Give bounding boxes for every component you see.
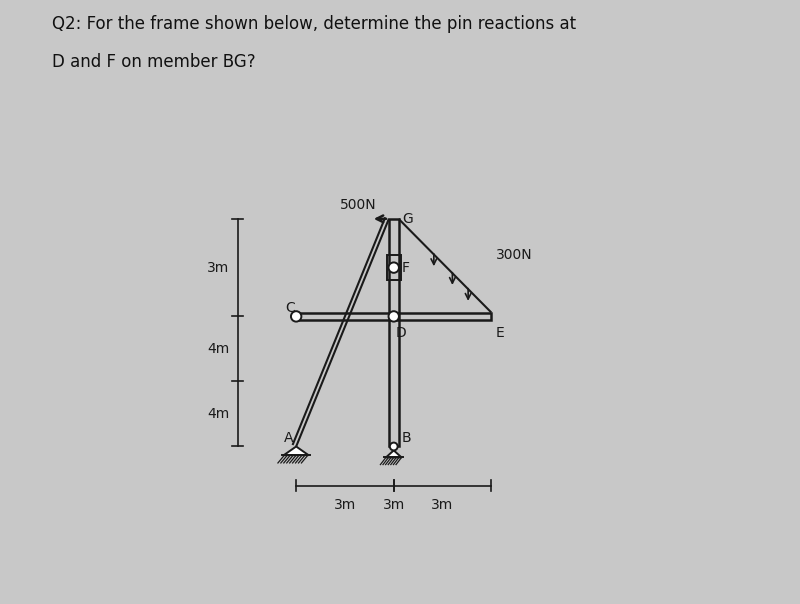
Text: C: C	[285, 301, 294, 315]
Polygon shape	[386, 451, 402, 457]
Text: A: A	[283, 431, 293, 445]
Text: 3m: 3m	[334, 498, 356, 512]
Text: F: F	[402, 260, 410, 275]
Polygon shape	[284, 446, 309, 455]
Text: 4m: 4m	[207, 342, 230, 356]
Bar	[387, 255, 401, 280]
Text: 300N: 300N	[496, 248, 533, 262]
Circle shape	[390, 443, 398, 451]
Text: D: D	[395, 326, 406, 340]
Text: E: E	[495, 326, 504, 340]
Text: G: G	[402, 212, 413, 226]
Text: Q2: For the frame shown below, determine the pin reactions at: Q2: For the frame shown below, determine…	[52, 15, 576, 33]
Text: 3m: 3m	[382, 498, 405, 512]
Bar	[389, 219, 398, 446]
Circle shape	[291, 311, 302, 321]
Circle shape	[389, 262, 399, 273]
Text: 3m: 3m	[431, 498, 454, 512]
Text: 500N: 500N	[340, 198, 377, 211]
Text: B: B	[402, 431, 411, 445]
Text: 3m: 3m	[207, 260, 230, 275]
Bar	[296, 312, 491, 320]
Text: D and F on member BG?: D and F on member BG?	[52, 53, 256, 71]
Circle shape	[389, 311, 399, 321]
Text: 4m: 4m	[207, 407, 230, 421]
